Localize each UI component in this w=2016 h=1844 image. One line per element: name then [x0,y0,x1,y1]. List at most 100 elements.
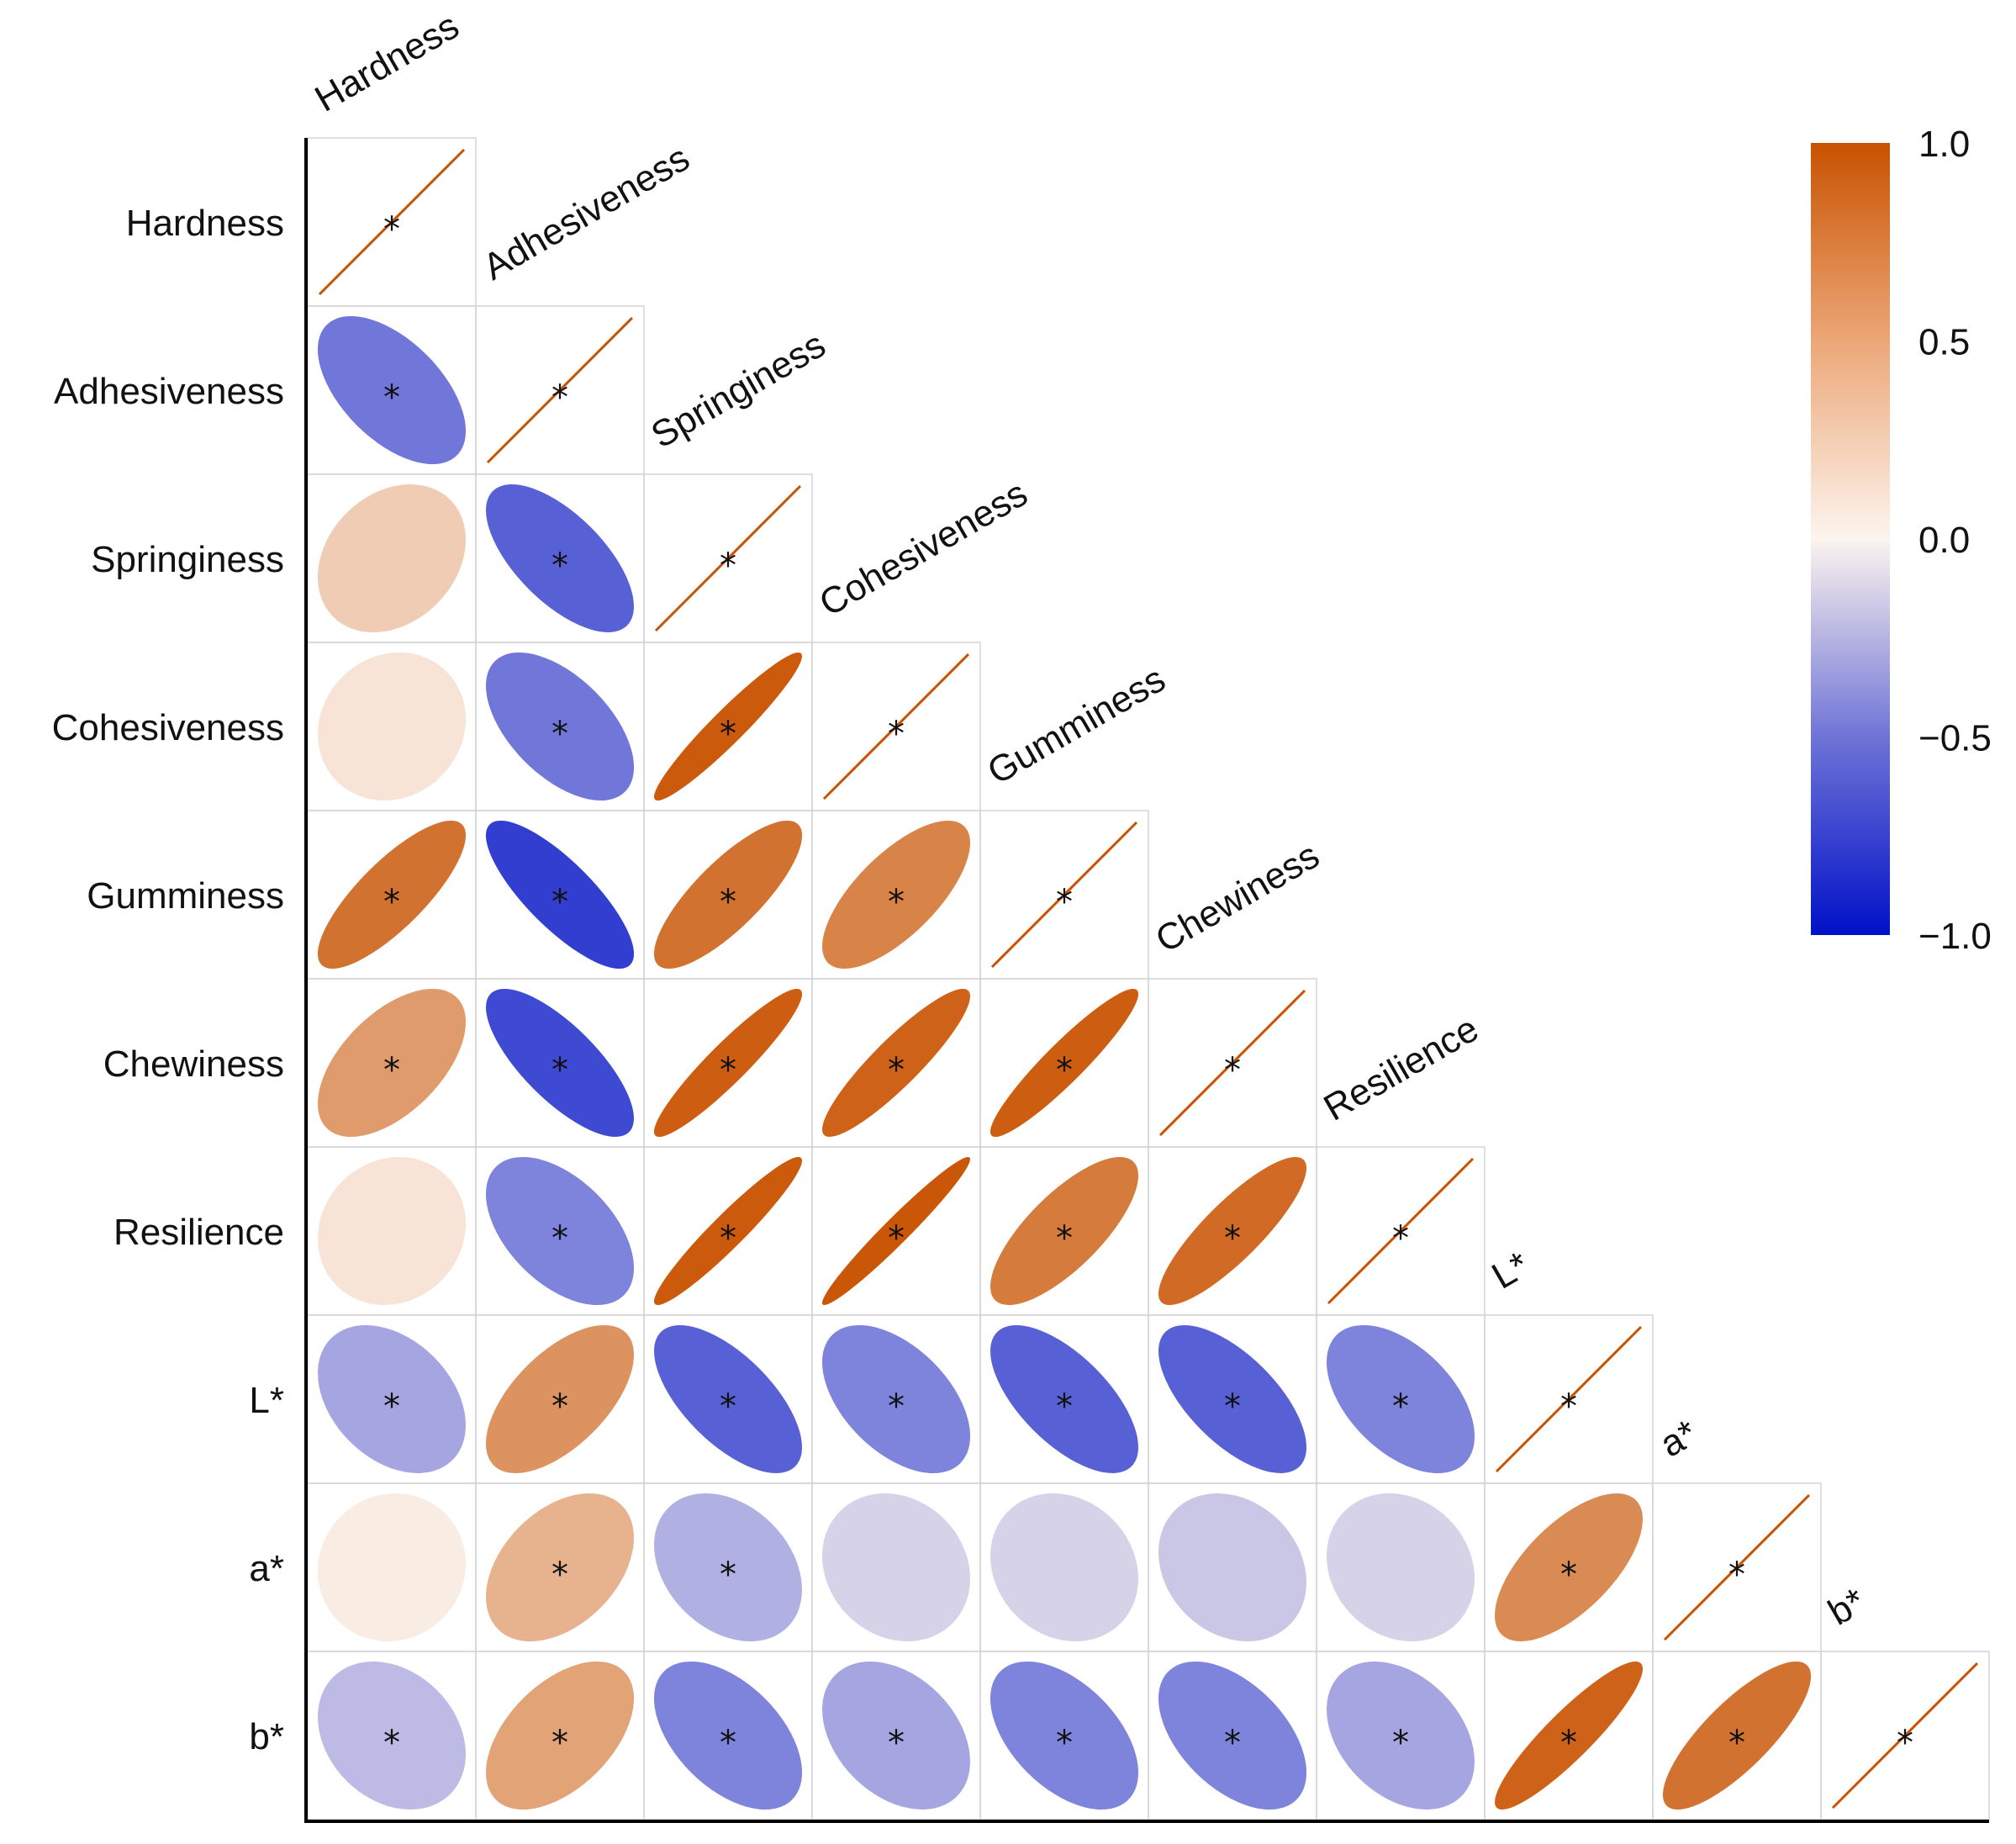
cell-l-star-springiness-significance: * [720,1387,736,1426]
cell-b-star-b-star-line [1831,1662,1979,1810]
column-label-adhesiveness: Adhesiveness [477,137,697,288]
cell-l-star-gumminess-significance: * [1056,1387,1073,1426]
cell-a-star-resilience-ellipse [1326,1493,1475,1642]
cell-cohesiveness-cohesiveness-significance: * [888,715,905,753]
colorbar-tick-4: −1.0 [1918,916,1992,957]
cell-cohesiveness-hardness-ellipse [317,652,467,801]
cell-chewiness-cohesiveness-ellipse [822,989,970,1137]
cell-cohesiveness-adhesiveness-significance: * [551,715,568,753]
row-label-adhesiveness: Adhesiveness [54,371,284,412]
cell-l-star-adhesiveness-significance: * [551,1387,568,1426]
cell-l-star-hardness-significance: * [383,1387,400,1426]
cell-resilience-adhesiveness-significance: * [551,1219,568,1258]
row-label-springiness: Springiness [91,539,284,580]
cell-l-star-resilience-ellipse [1326,1324,1475,1474]
cell-b-star-resilience-ellipse [1327,1662,1475,1810]
column-label-b-star: b* [1822,1580,1873,1633]
row-label-a-star: a* [249,1548,284,1589]
cell-resilience-gumminess-significance: * [1056,1219,1073,1258]
cell-chewiness-hardness-ellipse [317,988,467,1138]
cell-chewiness-chewiness-significance: * [1224,1051,1241,1090]
column-label-l-star: L* [1486,1244,1537,1297]
column-label-gumminess: Gumminess [981,658,1173,793]
axes [304,138,1989,1823]
cell-cohesiveness-adhesiveness-ellipse [485,652,635,801]
row-label-l-star: L* [249,1380,284,1421]
column-label-chewiness: Chewiness [1149,835,1327,961]
cell-resilience-hardness-ellipse [317,1156,467,1306]
cell-a-star-springiness-ellipse [654,1493,802,1641]
cell-adhesiveness-hardness-significance: * [383,378,400,417]
cell-resilience-cohesiveness-ellipse [822,1157,970,1305]
column-label-springiness: Springiness [645,324,833,456]
row-label-cohesiveness: Cohesiveness [52,707,284,748]
colorbar-gradient [1811,143,1890,935]
cell-a-star-adhesiveness-significance: * [551,1556,568,1594]
cell-l-star-hardness-ellipse [318,1325,466,1473]
colorbar-tick-3: −0.5 [1918,718,1992,759]
cell-resilience-adhesiveness-ellipse [485,1156,635,1306]
cell-springiness-hardness-ellipse [317,483,467,633]
cell-chewiness-cohesiveness-significance: * [888,1051,905,1090]
cell-gumminess-gumminess-significance: * [1056,883,1073,922]
cell-resilience-gumminess-ellipse [990,1157,1138,1305]
significance-marks: * * * * * * * * * * * * * * * * * * * * * * * * * * * * * * * * * * * * * * * *… [383,210,1913,1762]
cell-resilience-chewiness-ellipse [1158,1156,1307,1306]
cell-chewiness-chewiness-line [1158,989,1306,1137]
colorbar-tick-1: 0.5 [1918,322,1970,363]
cell-chewiness-springiness-significance: * [720,1051,736,1090]
cell-a-star-a-star-significance: * [1728,1556,1745,1594]
cell-gumminess-cohesiveness-ellipse [822,821,970,969]
cell-gumminess-adhesiveness-significance: * [551,883,568,922]
cell-chewiness-springiness-ellipse [653,988,803,1138]
cell-chewiness-adhesiveness-ellipse [486,989,634,1137]
cell-gumminess-springiness-ellipse [653,820,803,970]
cell-resilience-chewiness-significance: * [1224,1219,1241,1258]
colorbar-tick-0: 1.0 [1918,124,1970,165]
cell-l-star-gumminess-ellipse [990,1325,1138,1473]
cell-resilience-springiness-ellipse [653,1156,803,1306]
cell-gumminess-gumminess-line [990,821,1138,969]
row-label-hardness: Hardness [126,203,284,244]
cell-springiness-springiness-significance: * [720,547,736,585]
cell-b-star-cohesiveness-ellipse [822,1662,970,1810]
cell-resilience-springiness-significance: * [720,1219,736,1258]
ellipse-marks [317,148,1979,1810]
cell-b-star-gumminess-ellipse [990,1661,1139,1810]
column-label-hardness: Hardness [309,5,467,120]
cell-b-star-hardness-ellipse [317,1661,467,1810]
cell-chewiness-adhesiveness-significance: * [551,1051,568,1090]
cell-b-star-chewiness-ellipse [1158,1661,1307,1810]
cell-chewiness-gumminess-significance: * [1056,1051,1073,1090]
column-label-resilience: Resilience [1317,1008,1486,1129]
cell-a-star-cohesiveness-ellipse [821,1493,971,1642]
cell-b-star-adhesiveness-ellipse [485,1661,635,1810]
cell-a-star-l-star-significance: * [1560,1556,1577,1594]
colorbar: 1.0 0.5 0.0 −0.5 −1.0 [1811,124,1992,957]
cell-adhesiveness-hardness-ellipse [317,315,467,465]
cell-b-star-adhesiveness-significance: * [551,1724,568,1762]
cell-b-star-hardness-significance: * [383,1724,400,1762]
cell-b-star-l-star-significance: * [1560,1724,1577,1762]
row-label-chewiness: Chewiness [103,1044,284,1085]
cell-chewiness-hardness-significance: * [383,1051,400,1090]
cell-hardness-hardness-line [318,148,466,296]
cell-l-star-chewiness-significance: * [1224,1387,1241,1426]
cell-b-star-resilience-significance: * [1392,1724,1409,1762]
cell-cohesiveness-springiness-significance: * [720,715,736,753]
cell-l-star-resilience-significance: * [1392,1387,1409,1426]
cell-b-star-b-star-significance: * [1897,1724,1913,1762]
column-label-a-star: a* [1654,1412,1705,1465]
cell-l-star-chewiness-ellipse [1158,1325,1306,1473]
cell-springiness-adhesiveness-significance: * [551,547,568,585]
cell-a-star-gumminess-ellipse [990,1493,1139,1642]
cell-b-star-springiness-significance: * [720,1724,736,1762]
cell-l-star-springiness-ellipse [654,1325,802,1473]
cell-adhesiveness-adhesiveness-line [486,316,634,464]
cell-cohesiveness-cohesiveness-line [822,653,970,800]
cell-a-star-chewiness-ellipse [1158,1493,1306,1641]
cell-gumminess-hardness-ellipse [317,820,467,970]
cell-cohesiveness-springiness-ellipse [653,652,803,801]
cell-a-star-hardness-ellipse [317,1493,467,1642]
